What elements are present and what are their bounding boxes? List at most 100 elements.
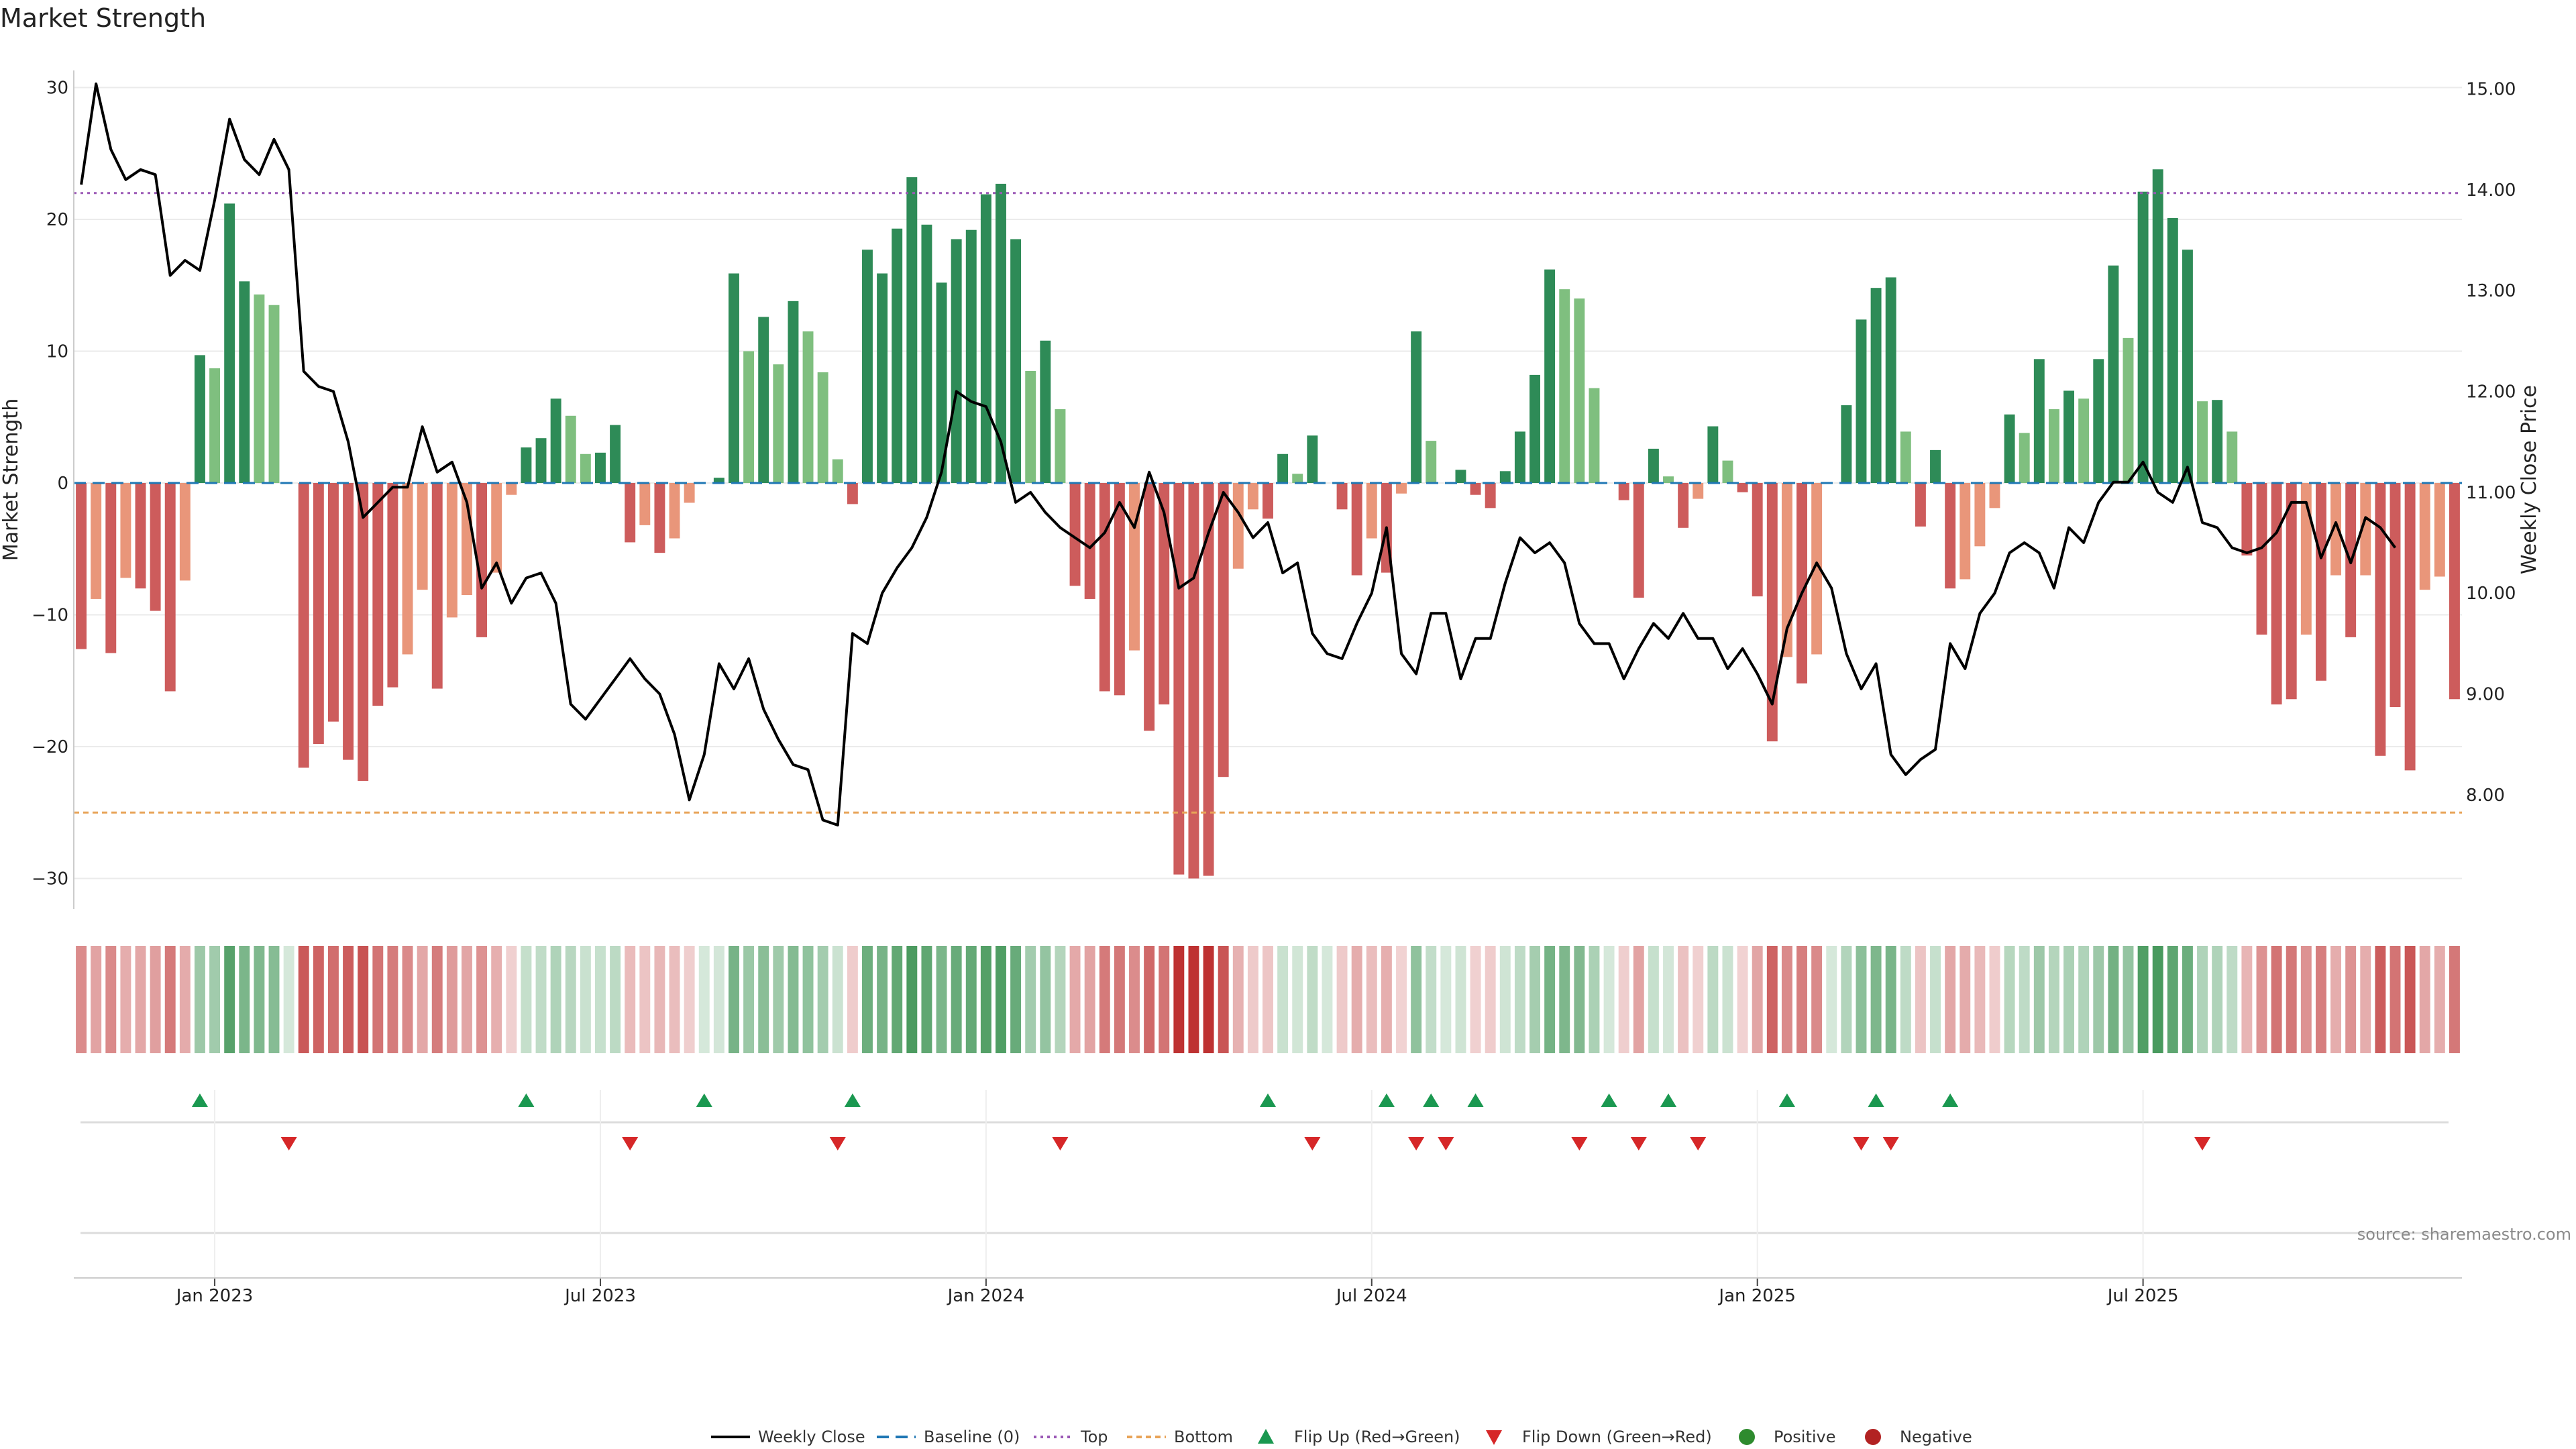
heat-cell xyxy=(1218,946,1229,1053)
heat-cell xyxy=(1752,946,1763,1053)
strength-bar xyxy=(2019,433,2030,483)
flip-up-marker xyxy=(1778,1093,1795,1107)
strength-bar xyxy=(1915,483,1926,527)
strength-bar xyxy=(906,177,918,483)
right-tick-label: 15.00 xyxy=(2466,80,2516,100)
strength-bar xyxy=(150,483,161,611)
strength-bar xyxy=(625,483,636,543)
strength-bar xyxy=(1351,483,1362,576)
heat-cell xyxy=(639,946,651,1053)
heat-cell xyxy=(1455,946,1466,1053)
heat-cell xyxy=(565,946,576,1053)
heat-cell xyxy=(1040,946,1051,1053)
heat-cell xyxy=(1159,946,1170,1053)
heat-cell xyxy=(2063,946,2074,1053)
heat-cell xyxy=(610,946,621,1053)
heat-cell xyxy=(1663,946,1674,1053)
heat-cell xyxy=(1514,946,1525,1053)
heat-cell xyxy=(2108,946,2119,1053)
heat-cell xyxy=(1633,946,1644,1053)
heat-cell xyxy=(1722,946,1733,1053)
right-tick-label: 12.00 xyxy=(2466,382,2516,402)
strength-bar xyxy=(817,372,828,483)
strength-bar xyxy=(179,483,191,581)
strength-bar xyxy=(2449,483,2460,700)
legend-label: Weekly Close xyxy=(758,1428,865,1446)
flip-down-marker xyxy=(622,1137,639,1150)
strength-bar xyxy=(2108,265,2119,483)
strength-bar xyxy=(1574,298,1585,483)
strength-bar xyxy=(1589,388,1600,483)
strength-bar xyxy=(1648,448,1659,483)
strength-bar xyxy=(639,483,651,525)
heat-cell xyxy=(892,946,903,1053)
heat-cell xyxy=(462,946,472,1053)
heat-cell xyxy=(1381,946,1392,1053)
strength-bar xyxy=(1263,483,1273,519)
strength-bar xyxy=(1678,483,1689,528)
strength-bar xyxy=(254,294,265,483)
heat-cell xyxy=(580,946,591,1053)
strength-bar xyxy=(1960,483,1971,580)
strength-bar xyxy=(2390,483,2401,708)
heat-cell xyxy=(2404,946,2416,1053)
heat-cell xyxy=(1974,946,1986,1053)
flip-up-marker xyxy=(518,1093,535,1107)
strength-bar xyxy=(1633,483,1644,598)
heat-cell xyxy=(476,946,488,1053)
heat-cell xyxy=(1069,946,1081,1053)
strength-bar xyxy=(2137,191,2149,483)
flip-down-marker xyxy=(1690,1137,1707,1150)
strength-bar xyxy=(2256,483,2267,635)
legend-label: Baseline (0) xyxy=(924,1428,1020,1446)
right-tick-label: 8.00 xyxy=(2466,786,2505,806)
strength-bar xyxy=(832,459,843,483)
strength-bar xyxy=(327,483,339,722)
strength-bar xyxy=(1366,483,1377,539)
heat-cell xyxy=(2286,946,2297,1053)
heat-cell xyxy=(2197,946,2208,1053)
heat-cell xyxy=(2167,946,2178,1053)
strength-bar xyxy=(2212,400,2223,483)
heat-cell xyxy=(595,946,606,1053)
heat-cell xyxy=(164,946,176,1053)
strength-bar xyxy=(1945,483,1956,589)
strength-bar xyxy=(358,483,369,782)
heat-cell xyxy=(1781,946,1792,1053)
heat-cell xyxy=(1900,946,1911,1053)
heat-cell xyxy=(2375,946,2386,1053)
heat-cell xyxy=(1826,946,1837,1053)
strength-bar xyxy=(1989,483,2000,508)
flip-down-marker xyxy=(1438,1137,1454,1150)
strength-bar xyxy=(1173,483,1185,875)
heat-cell xyxy=(1084,946,1095,1053)
heat-cell xyxy=(2300,946,2312,1053)
strength-bar xyxy=(91,483,102,599)
strength-bar xyxy=(506,483,517,495)
strength-bar xyxy=(1426,441,1437,483)
heat-cell xyxy=(713,946,724,1053)
strength-bar xyxy=(2241,483,2253,556)
x-tick-label: Jul 2023 xyxy=(564,1286,636,1306)
strength-bar xyxy=(1292,474,1303,483)
strength-bar xyxy=(1856,319,1867,483)
heat-cell xyxy=(2182,946,2193,1053)
strength-bar xyxy=(565,415,576,483)
flip-up-marker xyxy=(1601,1093,1617,1107)
strength-bar xyxy=(1766,483,1778,742)
flip-up-marker xyxy=(1378,1093,1395,1107)
strength-bar xyxy=(2434,483,2445,577)
heat-cell xyxy=(1307,946,1318,1053)
reference-lines xyxy=(74,192,2462,814)
right-tick-label: 13.00 xyxy=(2466,281,2516,301)
right-axis-title: Weekly Close Price xyxy=(2518,385,2541,574)
left-tick-label: −10 xyxy=(32,606,68,626)
strength-bar xyxy=(1069,483,1081,586)
strength-bar xyxy=(595,452,606,483)
strength-bar xyxy=(1114,483,1125,696)
heat-cell xyxy=(2419,946,2430,1053)
legend-label: Bottom xyxy=(1174,1428,1233,1446)
heat-cell xyxy=(431,946,443,1053)
left-tick-label: 0 xyxy=(57,474,68,494)
source-label: source: sharemaestro.com xyxy=(2357,1225,2571,1244)
